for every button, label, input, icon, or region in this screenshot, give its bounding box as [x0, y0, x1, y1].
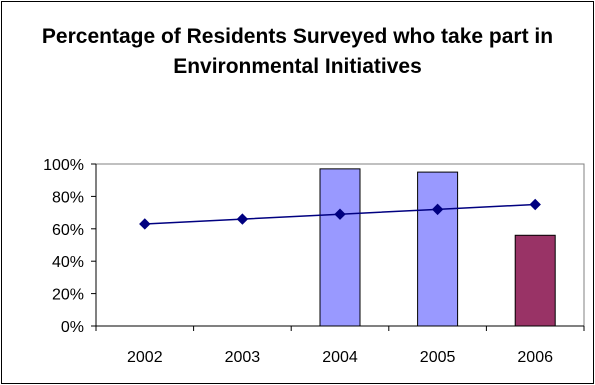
line-point [139, 218, 151, 230]
y-tick-label: 20% [52, 287, 84, 304]
bar [319, 168, 361, 327]
y-tick-label: 80% [52, 189, 84, 206]
line-point [529, 198, 541, 211]
line-point [236, 213, 249, 225]
x-tick-label: 2005 [420, 349, 456, 366]
y-tick-label: 0% [61, 319, 84, 336]
line-point [334, 208, 346, 220]
x-tick-label: 2004 [322, 349, 358, 366]
bar [514, 234, 556, 327]
y-tick-label: 60% [52, 222, 84, 239]
bar-series [319, 168, 556, 327]
y-tick-label: 40% [52, 254, 84, 271]
chart-title: Percentage of Residents Surveyed who tak… [41, 25, 554, 78]
x-tick-label: 2006 [517, 349, 553, 366]
bar [417, 171, 459, 327]
line-series [139, 198, 541, 230]
axes: 100% 80% 60% 40% 20% 0% 2002 2003 2004 2005 2006 [43, 157, 585, 366]
line-point [431, 203, 444, 216]
y-tick-label: 100% [43, 157, 84, 174]
x-tick-label: 2002 [127, 349, 163, 366]
x-tick-label: 2003 [225, 349, 261, 366]
